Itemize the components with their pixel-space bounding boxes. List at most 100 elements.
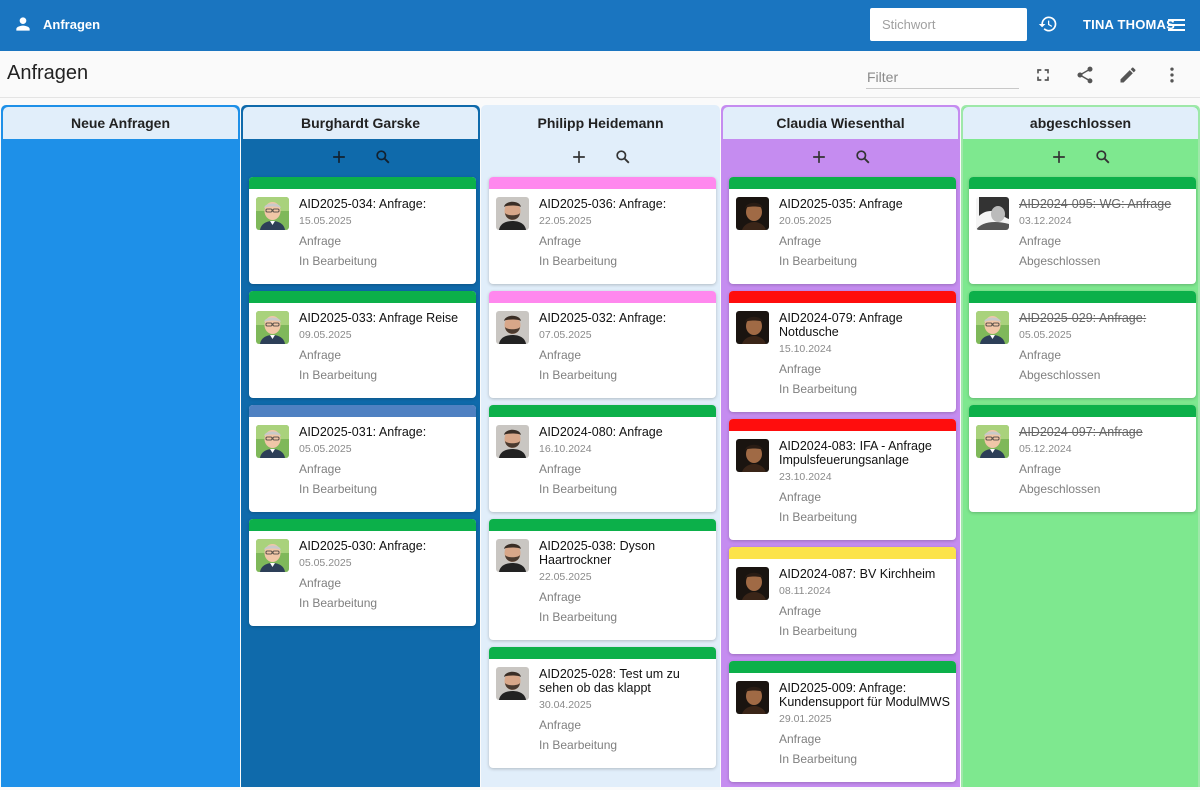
card-type: Anfrage bbox=[779, 604, 822, 618]
card-type: Anfrage bbox=[299, 576, 342, 590]
page-toolbar: Anfragen bbox=[0, 51, 1200, 98]
column-header: Philipp Heidemann bbox=[483, 107, 718, 139]
card-status: Abgeschlossen bbox=[1019, 368, 1101, 382]
card-date: 15.10.2024 bbox=[779, 343, 832, 355]
card-date: 20.05.2025 bbox=[779, 215, 832, 227]
card-title[interactable]: AID2024-079: Anfrage Notdusche bbox=[779, 311, 903, 339]
card-type: Anfrage bbox=[779, 234, 822, 248]
card-date: 08.11.2024 bbox=[779, 585, 831, 597]
request-card[interactable]: AID2025-030: Anfrage: 05.05.2025 Anfrage In… bbox=[249, 519, 476, 626]
card-status: In Bearbeitung bbox=[539, 482, 618, 496]
add-card-icon[interactable] bbox=[809, 147, 829, 167]
card-priority-strip bbox=[489, 405, 716, 417]
card-priority-strip bbox=[729, 177, 956, 189]
card-title[interactable]: AID2025-033: Anfrage Reise bbox=[299, 311, 459, 325]
card-title[interactable]: AID2025-038: Dyson Haartrockner bbox=[539, 539, 656, 567]
search-column-icon[interactable] bbox=[1093, 147, 1113, 167]
card-status: In Bearbeitung bbox=[779, 752, 858, 766]
board-column: Neue Anfragen bbox=[1, 105, 240, 787]
request-card[interactable]: AID2025-009: Anfrage: Kundensupport für … bbox=[729, 661, 956, 782]
card-title[interactable]: AID2024-087: BV Kirchheim bbox=[779, 567, 936, 581]
card-priority-strip bbox=[969, 405, 1196, 417]
search-input[interactable] bbox=[870, 8, 1027, 41]
more-vert-icon[interactable] bbox=[1162, 65, 1182, 85]
add-card-icon[interactable] bbox=[569, 147, 589, 167]
card-type: Anfrage bbox=[299, 234, 342, 248]
search-column-icon[interactable] bbox=[853, 147, 873, 167]
card-title[interactable]: AID2025-032: Anfrage: bbox=[539, 311, 667, 325]
request-card[interactable]: AID2024-083: IFA - Anfrage Impulsfeuerun… bbox=[729, 419, 956, 540]
request-card[interactable]: AID2025-034: Anfrage: 15.05.2025 Anfrage In… bbox=[249, 177, 476, 284]
request-card[interactable]: AID2024-097: Anfrage 05.12.2024 Anfrage Abg… bbox=[969, 405, 1196, 512]
avatar bbox=[736, 681, 769, 714]
card-title[interactable]: AID2025-030: Anfrage: bbox=[299, 539, 427, 553]
request-card[interactable]: AID2024-087: BV Kirchheim 08.11.2024 Anfra… bbox=[729, 547, 956, 654]
card-status: In Bearbeitung bbox=[779, 624, 858, 638]
app-title[interactable]: Anfragen bbox=[43, 17, 101, 32]
request-card[interactable]: AID2025-036: Anfrage: 22.05.2025 Anfrage In… bbox=[489, 177, 716, 284]
card-type: Anfrage bbox=[1019, 462, 1062, 476]
edit-icon[interactable] bbox=[1118, 65, 1138, 85]
card-title[interactable]: AID2024-095: WG: Anfrage bbox=[1019, 197, 1172, 211]
avatar bbox=[976, 197, 1009, 230]
card-status: In Bearbeitung bbox=[299, 254, 378, 268]
card-priority-strip bbox=[729, 291, 956, 303]
add-card-icon[interactable] bbox=[329, 147, 349, 167]
card-title[interactable]: AID2025-034: Anfrage: bbox=[299, 197, 427, 211]
request-card[interactable]: AID2025-029: Anfrage: 05.05.2025 Anfrage Ab… bbox=[969, 291, 1196, 398]
card-status: In Bearbeitung bbox=[779, 510, 858, 524]
card-date: 30.04.2025 bbox=[539, 699, 592, 711]
request-card[interactable]: AID2024-095: WG: Anfrage 03.12.2024 Anfrag… bbox=[969, 177, 1196, 284]
history-icon[interactable] bbox=[1038, 14, 1058, 34]
card-date: 05.12.2024 bbox=[1019, 443, 1072, 455]
user-name[interactable]: TINA THOMAS bbox=[1083, 17, 1175, 32]
request-card[interactable]: AID2024-079: Anfrage Notdusche 15.10.2024… bbox=[729, 291, 956, 412]
request-card[interactable]: AID2025-033: Anfrage Reise 09.05.2025 Anfr… bbox=[249, 291, 476, 398]
card-title[interactable]: AID2025-028: Test um zu sehen ob das kla… bbox=[539, 667, 680, 695]
request-card[interactable]: AID2025-031: Anfrage: 05.05.2025 Anfrage In… bbox=[249, 405, 476, 512]
request-card[interactable]: AID2025-035: Anfrage 20.05.2025 Anfrage In … bbox=[729, 177, 956, 284]
search-box[interactable] bbox=[870, 8, 1027, 41]
card-status: In Bearbeitung bbox=[299, 368, 378, 382]
card-date: 15.05.2025 bbox=[299, 215, 352, 227]
request-card[interactable]: AID2025-032: Anfrage: 07.05.2025 Anfrage In… bbox=[489, 291, 716, 398]
fullscreen-icon[interactable] bbox=[1033, 65, 1053, 85]
card-title[interactable]: AID2025-035: Anfrage bbox=[779, 197, 903, 211]
card-title[interactable]: AID2024-080: Anfrage bbox=[539, 425, 663, 439]
card-title[interactable]: AID2025-031: Anfrage: bbox=[299, 425, 427, 439]
filter-field[interactable] bbox=[866, 65, 1019, 89]
add-card-icon[interactable] bbox=[1049, 147, 1069, 167]
card-title[interactable]: AID2025-036: Anfrage: bbox=[539, 197, 667, 211]
search-column-icon[interactable] bbox=[613, 147, 633, 167]
request-card[interactable]: AID2024-080: Anfrage 16.10.2024 Anfrage In … bbox=[489, 405, 716, 512]
card-status: In Bearbeitung bbox=[779, 382, 858, 396]
avatar bbox=[496, 197, 529, 230]
card-priority-strip bbox=[249, 405, 476, 417]
card-date: 23.10.2024 bbox=[779, 471, 832, 483]
request-card[interactable]: AID2025-038: Dyson Haartrockner 22.05.202… bbox=[489, 519, 716, 640]
column-actions bbox=[963, 145, 1198, 169]
hamburger-menu-icon[interactable] bbox=[1168, 18, 1185, 32]
card-date: 22.05.2025 bbox=[539, 571, 592, 583]
card-status: In Bearbeitung bbox=[299, 596, 378, 610]
card-status: In Bearbeitung bbox=[539, 254, 618, 268]
share-icon[interactable] bbox=[1075, 65, 1095, 85]
card-title[interactable]: AID2025-009: Anfrage: Kundensupport für … bbox=[779, 681, 950, 709]
card-priority-strip bbox=[969, 177, 1196, 189]
search-column-icon[interactable] bbox=[373, 147, 393, 167]
card-title[interactable]: AID2024-083: IFA - Anfrage Impulsfeuerun… bbox=[779, 439, 932, 467]
request-card[interactable]: AID2025-028: Test um zu sehen ob das kla… bbox=[489, 647, 716, 768]
avatar bbox=[256, 425, 289, 458]
card-priority-strip bbox=[489, 647, 716, 659]
card-priority-strip bbox=[969, 291, 1196, 303]
card-title[interactable]: AID2024-097: Anfrage bbox=[1019, 425, 1143, 439]
card-status: In Bearbeitung bbox=[539, 368, 618, 382]
filter-input[interactable] bbox=[866, 65, 1019, 88]
card-status: In Bearbeitung bbox=[539, 610, 618, 624]
card-type: Anfrage bbox=[1019, 234, 1062, 248]
board-column: Claudia Wiesenthal AID2025-035: Anfrage 20… bbox=[721, 105, 960, 787]
column-header: Burghardt Garske bbox=[243, 107, 478, 139]
column-actions bbox=[483, 145, 718, 169]
avatar bbox=[736, 311, 769, 344]
card-title[interactable]: AID2025-029: Anfrage: bbox=[1019, 311, 1147, 325]
